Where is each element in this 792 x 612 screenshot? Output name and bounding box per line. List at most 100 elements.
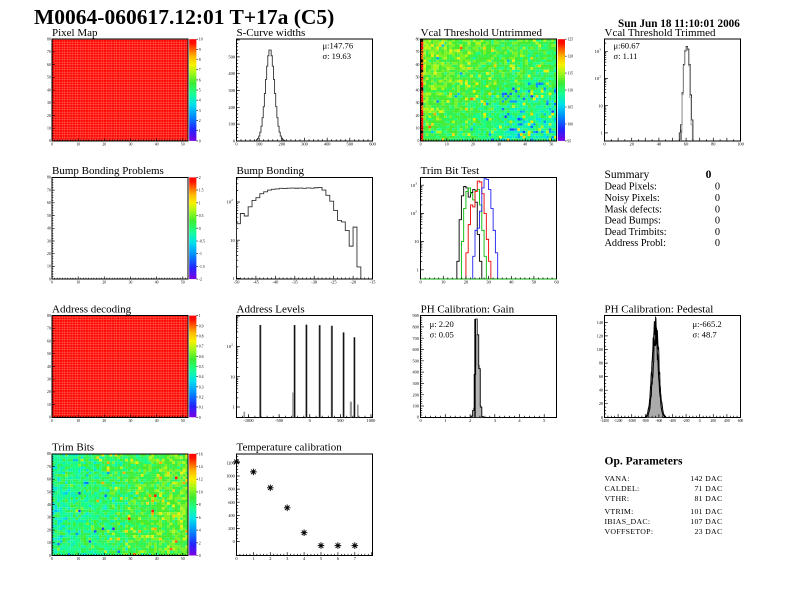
svg-text:300: 300 bbox=[301, 142, 308, 147]
svg-text:Vcal Threshold Untrimmed: Vcal Threshold Untrimmed bbox=[421, 27, 543, 39]
svg-text:30: 30 bbox=[47, 516, 51, 520]
svg-text:10: 10 bbox=[47, 265, 51, 269]
svg-text:8: 8 bbox=[199, 58, 201, 62]
svg-text:30: 30 bbox=[497, 143, 501, 147]
svg-text:20: 20 bbox=[102, 143, 106, 147]
svg-text:900: 900 bbox=[413, 313, 419, 318]
svg-text:120: 120 bbox=[597, 333, 603, 338]
svg-text:100: 100 bbox=[256, 142, 263, 147]
svg-text:20: 20 bbox=[47, 252, 51, 256]
svg-text:70: 70 bbox=[47, 50, 51, 54]
svg-text:-40: -40 bbox=[272, 280, 279, 285]
svg-text:30: 30 bbox=[129, 281, 133, 285]
svg-text:2: 2 bbox=[231, 198, 233, 202]
svg-text:-0.5: -0.5 bbox=[199, 240, 205, 244]
svg-text:2: 2 bbox=[231, 343, 233, 347]
svg-text:200: 200 bbox=[228, 526, 234, 531]
svg-text:CALDEL:: CALDEL: bbox=[605, 484, 640, 493]
svg-text:110: 110 bbox=[567, 89, 573, 93]
svg-text:10: 10 bbox=[76, 281, 80, 285]
svg-text:0.9: 0.9 bbox=[199, 324, 204, 328]
svg-text:0.4: 0.4 bbox=[199, 375, 204, 379]
svg-text:20: 20 bbox=[416, 114, 420, 118]
svg-text:0: 0 bbox=[706, 169, 712, 181]
svg-text:0: 0 bbox=[419, 418, 422, 423]
svg-text:50: 50 bbox=[181, 143, 185, 147]
svg-text:20: 20 bbox=[47, 114, 51, 118]
svg-text:0: 0 bbox=[233, 539, 235, 544]
svg-text:50: 50 bbox=[47, 352, 51, 356]
svg-text:σ: 19.63: σ: 19.63 bbox=[323, 51, 352, 61]
svg-text:30: 30 bbox=[416, 101, 420, 105]
svg-text:σ: 0.05: σ: 0.05 bbox=[430, 330, 454, 340]
svg-text:0: 0 bbox=[235, 142, 238, 147]
svg-text:μ:147.76: μ:147.76 bbox=[323, 41, 354, 51]
svg-text:16: 16 bbox=[199, 452, 203, 456]
svg-text:0: 0 bbox=[199, 139, 201, 143]
svg-text:50: 50 bbox=[47, 490, 51, 494]
svg-text:6: 6 bbox=[199, 516, 201, 520]
svg-text:-1200: -1200 bbox=[614, 419, 623, 423]
svg-text:20: 20 bbox=[47, 528, 51, 532]
svg-text:Address decoding: Address decoding bbox=[52, 303, 132, 315]
svg-text:Pixel Map: Pixel Map bbox=[52, 27, 98, 39]
svg-text:10: 10 bbox=[416, 127, 420, 131]
svg-text:1: 1 bbox=[444, 418, 446, 423]
svg-text:VOFFSETOP:: VOFFSETOP: bbox=[605, 527, 654, 536]
svg-text:100: 100 bbox=[737, 142, 744, 147]
svg-text:60: 60 bbox=[47, 478, 51, 482]
svg-text:60: 60 bbox=[47, 63, 51, 67]
svg-text:1200: 1200 bbox=[226, 461, 234, 466]
svg-text:0: 0 bbox=[199, 554, 201, 558]
svg-text:-200: -200 bbox=[683, 419, 690, 423]
svg-text:8: 8 bbox=[199, 503, 201, 507]
svg-text:80: 80 bbox=[416, 38, 420, 42]
svg-text:5: 5 bbox=[320, 556, 323, 561]
svg-text:6: 6 bbox=[199, 78, 201, 82]
svg-text:30: 30 bbox=[47, 378, 51, 382]
svg-text:2: 2 bbox=[199, 176, 201, 180]
svg-text:40: 40 bbox=[47, 88, 51, 92]
svg-text:μ: 2.20: μ: 2.20 bbox=[430, 319, 454, 329]
svg-text:40: 40 bbox=[155, 557, 159, 561]
svg-text:40: 40 bbox=[155, 419, 159, 423]
svg-text:0: 0 bbox=[51, 557, 53, 561]
svg-text:10: 10 bbox=[76, 143, 80, 147]
svg-text:100: 100 bbox=[413, 404, 419, 409]
svg-text:400: 400 bbox=[228, 513, 234, 518]
svg-text:200: 200 bbox=[413, 392, 419, 397]
svg-text:5: 5 bbox=[199, 89, 201, 93]
svg-text:μ:-665.2: μ:-665.2 bbox=[693, 319, 722, 329]
svg-text:10: 10 bbox=[227, 200, 232, 205]
svg-text:400: 400 bbox=[228, 71, 235, 76]
svg-text:40: 40 bbox=[657, 142, 662, 147]
svg-text:6: 6 bbox=[337, 556, 340, 561]
svg-text:30: 30 bbox=[47, 101, 51, 105]
svg-text:80: 80 bbox=[47, 176, 51, 180]
svg-text:107 DAC: 107 DAC bbox=[690, 517, 722, 526]
svg-text:80: 80 bbox=[599, 361, 603, 366]
svg-text:PH Calibration: Pedestal: PH Calibration: Pedestal bbox=[605, 303, 714, 315]
svg-text:0: 0 bbox=[715, 216, 720, 227]
svg-text:12: 12 bbox=[199, 478, 203, 482]
svg-text:23 DAC: 23 DAC bbox=[694, 527, 722, 536]
svg-text:5: 5 bbox=[543, 418, 546, 423]
svg-text:10: 10 bbox=[47, 127, 51, 131]
svg-text:10: 10 bbox=[595, 49, 600, 54]
svg-text:40: 40 bbox=[155, 143, 159, 147]
svg-text:1: 1 bbox=[417, 267, 419, 272]
svg-text:0.5: 0.5 bbox=[199, 365, 204, 369]
svg-text:Trim Bit Test: Trim Bit Test bbox=[421, 165, 480, 177]
svg-text:60: 60 bbox=[554, 280, 559, 285]
svg-text:40: 40 bbox=[523, 143, 527, 147]
svg-text:0.6: 0.6 bbox=[199, 355, 204, 359]
svg-text:10: 10 bbox=[230, 238, 235, 243]
svg-text:20: 20 bbox=[47, 390, 51, 394]
svg-text:Dead Bumps:: Dead Bumps: bbox=[605, 216, 661, 227]
svg-text:3: 3 bbox=[599, 48, 601, 52]
svg-text:60: 60 bbox=[47, 339, 51, 343]
svg-text:1: 1 bbox=[232, 405, 234, 410]
svg-text:40: 40 bbox=[599, 388, 603, 393]
svg-text:0: 0 bbox=[49, 277, 51, 281]
svg-text:200: 200 bbox=[279, 142, 286, 147]
